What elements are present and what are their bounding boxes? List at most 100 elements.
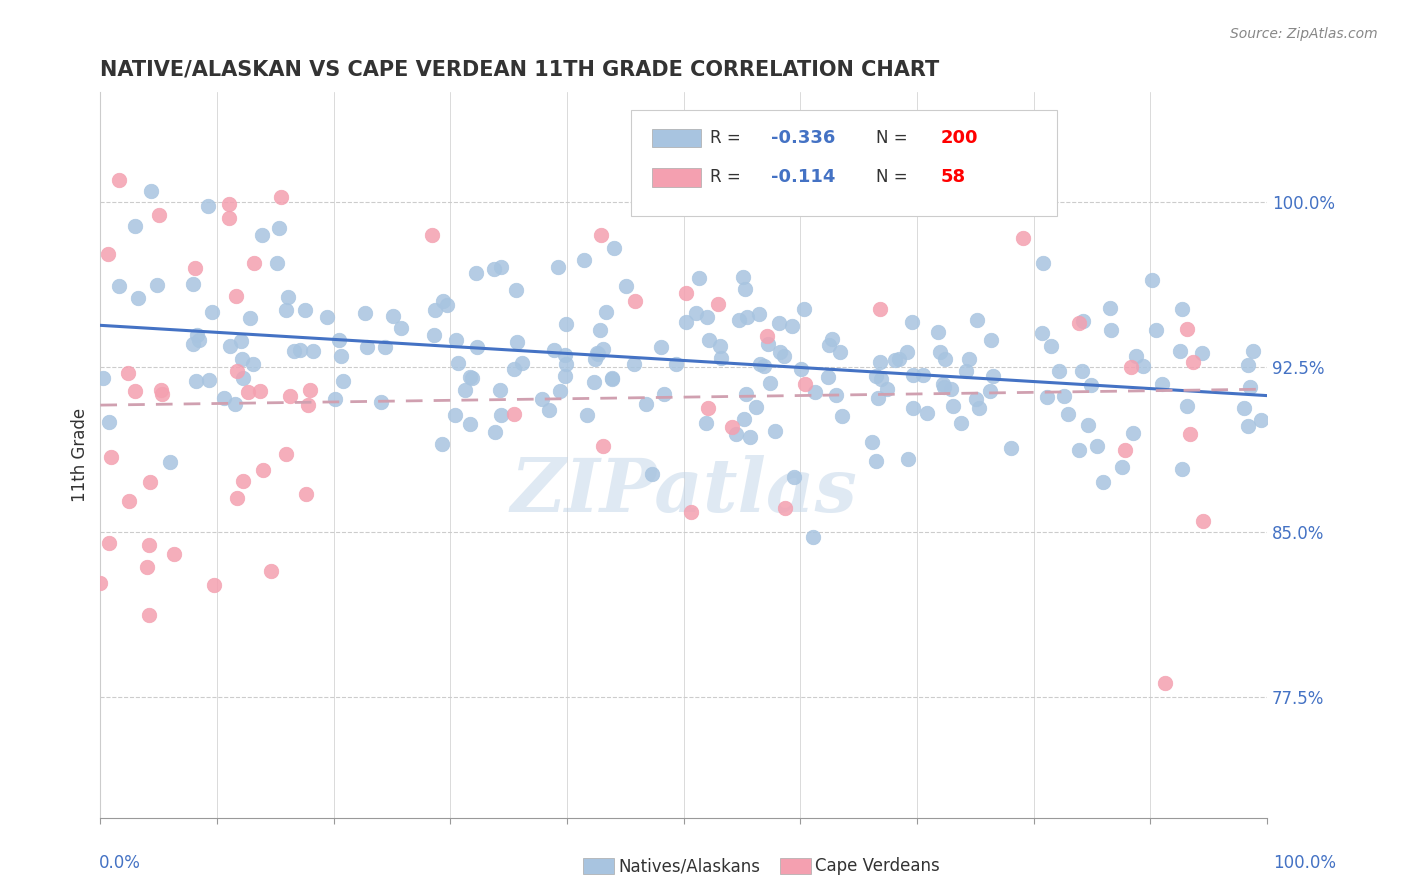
Point [932,376,955,391]
Point [1080,377,1102,392]
Point [884,352,907,367]
Point [1099,323,1122,337]
Point [1175,322,1198,336]
Point [870,372,893,386]
Point [650,340,672,354]
Point [270,190,292,204]
Point [531,392,554,406]
Point [243,256,266,270]
Point [589,323,612,337]
Point [139,475,162,489]
Point [225,289,247,303]
Point [734,282,756,296]
Point [98,415,121,429]
Point [679,505,702,519]
Point [1239,380,1261,394]
Point [224,397,246,411]
Point [749,357,772,371]
Point [725,427,748,442]
Point [641,467,664,482]
Point [738,430,761,444]
Point [831,409,853,423]
Point [198,373,221,387]
Point [432,294,454,309]
Point [1085,439,1108,453]
Point [675,315,697,329]
Text: N =: N = [876,129,912,147]
Point [1000,442,1022,456]
Bar [652,128,700,147]
Point [600,370,623,384]
Point [688,271,710,285]
Point [927,325,949,339]
Point [1233,401,1256,416]
Point [97,536,120,550]
Point [1250,413,1272,427]
Point [444,334,467,348]
Point [229,334,252,348]
Point [1125,349,1147,363]
Point [783,470,806,484]
Point [896,452,918,467]
Point [332,374,354,388]
Point [768,316,790,330]
Point [911,368,934,382]
Point [697,333,720,347]
Point [138,538,160,552]
Point [900,315,922,329]
Y-axis label: 11th Grade: 11th Grade [72,408,89,502]
Point [600,372,623,386]
Point [773,349,796,363]
Text: Source: ZipAtlas.com: Source: ZipAtlas.com [1230,27,1378,41]
Point [543,343,565,358]
Point [250,228,273,243]
Point [1171,301,1194,316]
Point [465,266,488,280]
Point [950,417,973,431]
Point [652,387,675,401]
Point [728,313,751,327]
Point [1071,364,1094,378]
Point [733,411,755,425]
Point [1168,344,1191,359]
Point [1146,323,1168,337]
Point [965,392,987,406]
Point [381,310,404,324]
Point [117,494,139,508]
Point [1069,443,1091,458]
Point [1142,272,1164,286]
Point [830,345,852,359]
Point [636,396,658,410]
Point [212,391,235,405]
Point [957,352,980,367]
Point [163,547,186,561]
Text: 100.0%: 100.0% [1272,855,1336,872]
Point [763,425,786,439]
Point [124,219,146,234]
Point [1036,390,1059,404]
Point [582,375,605,389]
Point [554,348,576,362]
Point [436,298,458,312]
Point [955,364,977,378]
Point [825,388,848,402]
Point [1236,358,1258,372]
Point [1236,418,1258,433]
Point [592,343,614,357]
Point [614,279,637,293]
Point [695,417,717,431]
Point [818,338,841,352]
Point [966,313,988,327]
Point [696,401,718,415]
Point [141,184,163,198]
Text: 58: 58 [941,169,966,186]
Point [356,340,378,354]
Point [1011,230,1033,244]
Point [146,278,169,293]
Point [769,344,792,359]
Point [1111,459,1133,474]
Point [278,389,301,403]
Point [294,302,316,317]
Point [1071,314,1094,328]
Text: Cape Verdeans: Cape Verdeans [815,857,941,875]
